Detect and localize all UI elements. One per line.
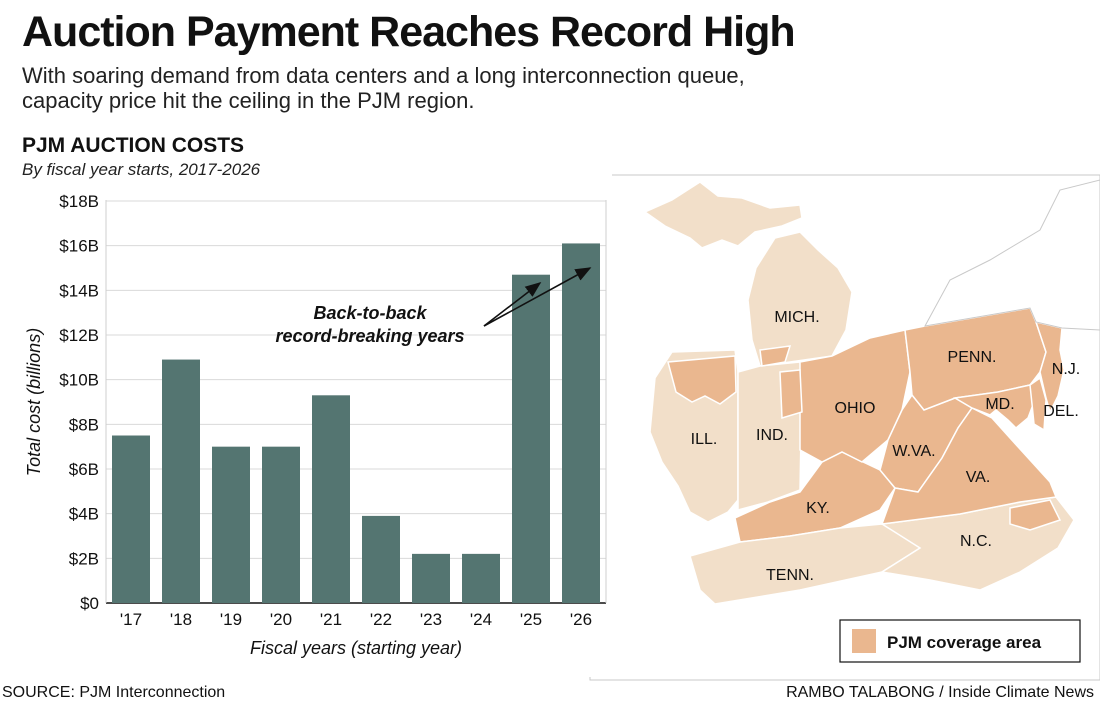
y-tick-label: $12B <box>59 326 99 345</box>
chart-subtitle: By fiscal year starts, 2017-2026 <box>22 160 261 179</box>
y-tick-label: $18B <box>59 192 99 211</box>
bar-25 <box>512 274 550 603</box>
state-label-ind: IND. <box>756 427 788 444</box>
bar-26 <box>562 243 600 603</box>
x-tick-label: '20 <box>270 610 292 629</box>
bars <box>112 243 600 603</box>
x-tick-label: '22 <box>370 610 392 629</box>
state-label-nj: N.J. <box>1052 361 1080 378</box>
annotation: Back-to-back record-breaking years <box>275 267 592 346</box>
state-label-penn: PENN. <box>948 349 997 366</box>
bar-21 <box>312 395 350 603</box>
bar-24 <box>462 553 500 603</box>
state-label-nc: N.C. <box>960 533 992 550</box>
annotation-arrow-25 <box>483 282 542 327</box>
state-labels: MICH. ILL. IND. OHIO PENN. N.J. MD. DEL. W.VA. VA… <box>691 309 1081 584</box>
bar-17 <box>112 435 150 603</box>
state-label-md: MD. <box>985 396 1014 413</box>
y-tick-label: $2B <box>69 549 99 568</box>
bar-19 <box>212 446 250 603</box>
x-tick-label: '19 <box>220 610 242 629</box>
legend-box <box>839 619 1081 663</box>
x-axis-label: Fiscal years (starting year) <box>250 638 462 658</box>
y-tick-label: $16B <box>59 237 99 256</box>
y-tick-label: $8B <box>69 415 99 434</box>
x-tick-label: '24 <box>470 610 492 629</box>
y-tick-label: $14B <box>59 281 99 300</box>
pjm-patch-ill <box>667 355 737 405</box>
bar-20 <box>262 446 300 603</box>
chart-panel <box>0 128 612 677</box>
x-tick-label: '26 <box>570 610 592 629</box>
pjm-patch-mich <box>759 345 792 367</box>
page-title: Auction Payment Reaches Record High <box>22 8 796 56</box>
chart-title: PJM AUCTION COSTS <box>22 134 245 157</box>
state-label-tenn: TENN. <box>766 567 814 584</box>
page-subtitle: With soaring demand from data centers an… <box>22 63 745 113</box>
bar-23 <box>412 553 450 603</box>
x-tick-label: '17 <box>120 610 142 629</box>
annotation-arrow-26 <box>483 267 592 327</box>
y-tick-label: $4B <box>69 505 99 524</box>
annotation-line-1: Back-to-back <box>313 303 427 323</box>
state-label-va: VA. <box>966 469 991 486</box>
state-shape-upper-mich <box>643 181 803 249</box>
bar-18 <box>162 359 200 603</box>
state-label-ill: ILL. <box>691 431 718 448</box>
legend-swatch <box>852 629 876 653</box>
state-shapes <box>643 179 1100 605</box>
x-tick-label: '21 <box>320 610 342 629</box>
y-tick-label: $0 <box>80 594 99 613</box>
state-shape-nj <box>1034 320 1065 415</box>
x-tick-label: '25 <box>520 610 542 629</box>
state-label-mich: MICH. <box>774 309 819 326</box>
bar-22 <box>362 515 400 603</box>
map-legend: PJM coverage area <box>839 619 1081 663</box>
state-shape-va <box>880 407 1058 525</box>
y-axis-label: Total cost (billions) <box>24 328 44 476</box>
legend-label: PJM coverage area <box>887 633 1042 652</box>
state-label-ky: KY. <box>806 500 830 517</box>
pjm-patch-nc <box>1009 499 1062 531</box>
credit-line: RAMBO TALABONG / Inside Climate News <box>786 684 1094 701</box>
state-shape-del <box>1029 376 1047 432</box>
annotation-line-2: record-breaking years <box>275 326 464 346</box>
y-tick-label: $10B <box>59 371 99 390</box>
x-tick-label: '18 <box>170 610 192 629</box>
tick-labels: $0 $2B $4B $6B $8B $10B $12B $14B $16B $18B '17 '18… <box>59 192 592 629</box>
pjm-patch-ind <box>779 369 803 419</box>
source-note: SOURCE: PJM Interconnection <box>2 684 226 701</box>
state-label-del: DEL. <box>1043 403 1079 420</box>
y-tick-label: $6B <box>69 460 99 479</box>
x-tick-label: '23 <box>420 610 442 629</box>
state-shape-northeast <box>924 179 1100 331</box>
state-label-ohio: OHIO <box>835 400 876 417</box>
state-shape-md <box>952 384 1035 430</box>
state-label-wva: W.VA. <box>892 443 935 460</box>
